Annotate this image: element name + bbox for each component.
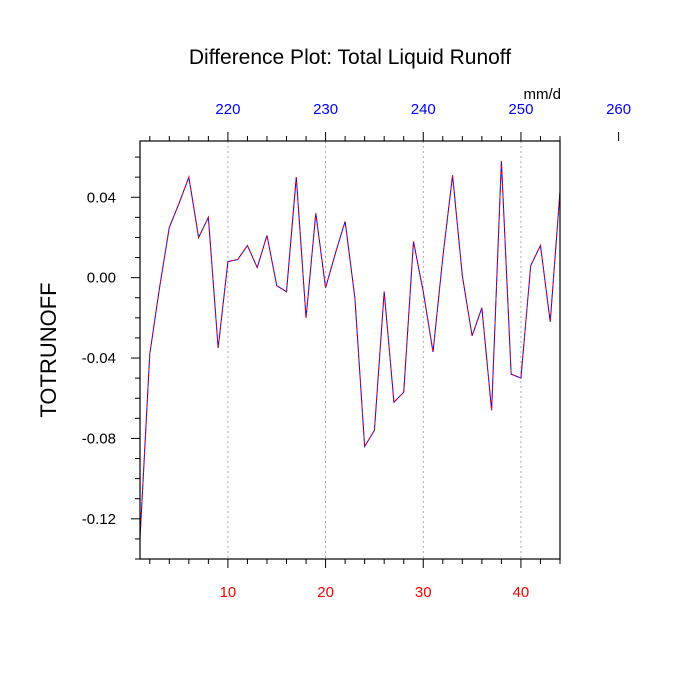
axis-tick-labels: 10 20 30 40 220 230 240 250 260 0.04 0.00 -0.04 -0.0…: [82, 101, 631, 601]
x-tick-label: 40: [513, 584, 530, 601]
top-tick-label: 220: [215, 101, 240, 118]
chart-title: Difference Plot: Total Liquid Runoff: [189, 46, 511, 69]
plot-frame: [139, 140, 561, 560]
units-label: mm/d: [524, 86, 562, 103]
top-tick-label: 250: [508, 101, 533, 118]
series-line: [139, 161, 561, 539]
series-group: [139, 161, 561, 539]
top-tick-label: 230: [313, 101, 338, 118]
y-tick-label: -0.08: [82, 430, 116, 447]
y-tick-label: -0.04: [82, 350, 116, 367]
axis-ticks: [131, 132, 620, 568]
top-tick-label: 260: [606, 101, 631, 118]
x-tick-label: 10: [220, 584, 237, 601]
x-tick-label: 20: [317, 584, 334, 601]
y-tick-label: 0.04: [87, 189, 116, 206]
top-tick-label: 240: [411, 101, 436, 118]
axes-group: [139, 140, 561, 560]
y-tick-label: -0.12: [82, 511, 116, 528]
y-tick-label: 0.00: [87, 270, 116, 287]
y-axis-label: TOTRUNOFF: [36, 282, 61, 417]
series-line-dash: [139, 161, 561, 539]
x-tick-label: 30: [415, 584, 432, 601]
grid-lines: [227, 141, 522, 559]
